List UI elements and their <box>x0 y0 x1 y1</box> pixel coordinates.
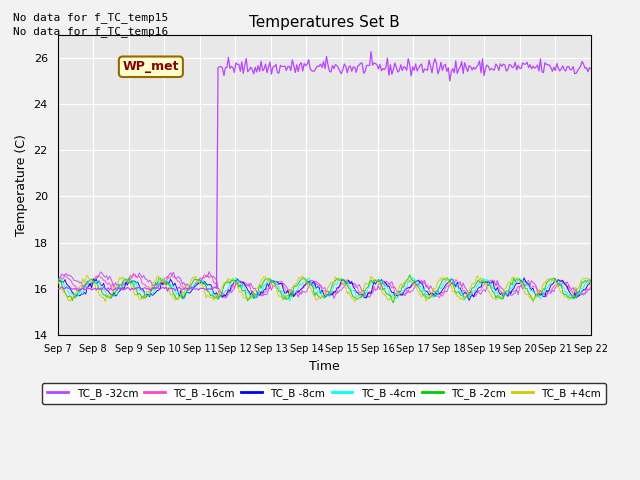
Legend: TC_B -32cm, TC_B -16cm, TC_B -8cm, TC_B -4cm, TC_B -2cm, TC_B +4cm: TC_B -32cm, TC_B -16cm, TC_B -8cm, TC_B … <box>42 383 606 404</box>
Text: No data for f_TC_temp16: No data for f_TC_temp16 <box>13 26 168 37</box>
Title: Temperatures Set B: Temperatures Set B <box>249 15 399 30</box>
Text: WP_met: WP_met <box>123 60 179 73</box>
X-axis label: Time: Time <box>309 360 340 373</box>
Text: No data for f_TC_temp15: No data for f_TC_temp15 <box>13 12 168 23</box>
Y-axis label: Temperature (C): Temperature (C) <box>15 134 28 236</box>
